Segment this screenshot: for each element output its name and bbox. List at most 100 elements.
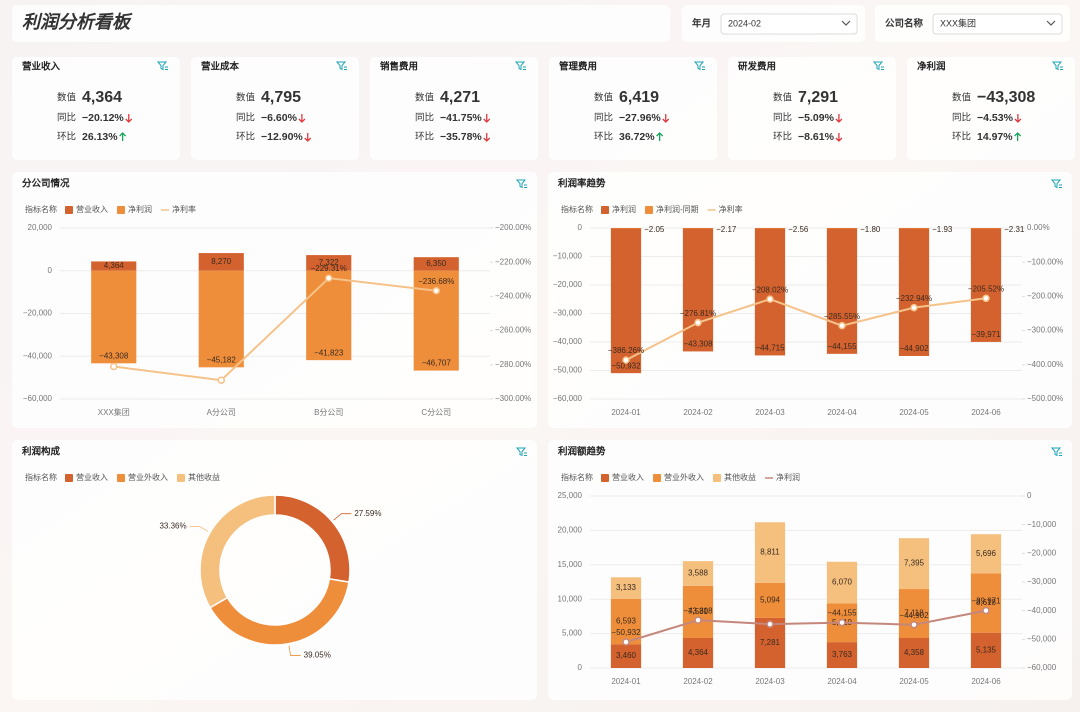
y-tick-label: −60,000 xyxy=(23,394,53,403)
line-label: −44,155 xyxy=(827,609,857,618)
y-tick-label: 20,000 xyxy=(558,526,583,535)
line-point xyxy=(910,620,918,629)
bar xyxy=(306,255,352,271)
panel xyxy=(12,440,537,700)
filter-select[interactable] xyxy=(720,13,858,35)
kpi-row-label: 数值 xyxy=(236,92,256,104)
legend-swatch xyxy=(713,474,721,482)
y2-tick-label: −300.00% xyxy=(1027,326,1063,335)
kpi-change: −8.61% xyxy=(798,131,835,143)
filter-icon xyxy=(335,61,347,71)
kpi-row-label: 数值 xyxy=(415,92,435,104)
bar xyxy=(198,253,244,271)
legend-label: 营业收入 xyxy=(76,472,108,482)
panel xyxy=(907,57,1075,160)
bar xyxy=(610,598,642,645)
y-tick-label: 10,000 xyxy=(558,594,583,603)
data-label: −43,308 xyxy=(683,340,713,349)
legend-swatch xyxy=(177,474,185,482)
y-tick-label: −30,000 xyxy=(553,309,583,318)
data-label: 3,588 xyxy=(688,569,709,578)
data-label: −43,308 xyxy=(99,351,129,360)
data-label: −46,707 xyxy=(422,359,452,368)
filter-icon xyxy=(156,61,168,71)
line-label: −276.81% xyxy=(680,309,716,318)
bar xyxy=(682,585,714,638)
kpi-change: −5.09% xyxy=(798,112,835,124)
filter-select[interactable] xyxy=(932,13,1063,35)
data-label: 8,270 xyxy=(211,257,232,266)
line-point xyxy=(910,303,918,312)
data-label: −45,182 xyxy=(207,355,237,364)
panel xyxy=(12,57,180,160)
legend-swatch xyxy=(117,206,125,214)
line-label: −50,932 xyxy=(611,628,641,637)
y2-tick-label: −300.00% xyxy=(495,394,531,403)
data-label: −50,932 xyxy=(611,361,641,370)
line-point xyxy=(766,620,774,628)
data-label: 6,593 xyxy=(616,617,637,626)
legend-label: 营业外收入 xyxy=(664,472,704,482)
kpi-row-label: 数值 xyxy=(952,92,972,104)
panel xyxy=(549,57,717,160)
data-label: 4,364 xyxy=(104,261,125,270)
kpi-row-label: 数值 xyxy=(57,92,77,104)
y2-tick-label: −10,000 xyxy=(1027,520,1057,529)
kpi-row-label: 同比 xyxy=(415,112,434,124)
x-tick-label: 2024-03 xyxy=(755,677,785,686)
bar xyxy=(610,228,642,374)
y-tick-label: 0 xyxy=(578,663,583,672)
data-label: −1.80 xyxy=(860,225,881,234)
kpi-row-label: 同比 xyxy=(952,112,971,124)
kpi-value: 7,291 xyxy=(798,89,838,106)
chevron xyxy=(1046,20,1056,26)
line-point xyxy=(838,618,846,627)
line-point xyxy=(110,362,118,371)
legend-label: 净利率 xyxy=(172,204,196,214)
x-tick-label: 2024-05 xyxy=(899,408,929,417)
arrow-up xyxy=(1014,132,1022,141)
data-label: −1.93 xyxy=(932,225,953,234)
line-label: −44,902 xyxy=(899,611,929,620)
line-label: −285.55% xyxy=(824,312,860,321)
bar xyxy=(826,642,858,668)
slice-label: 27.59% xyxy=(354,509,381,518)
legend-title: 指标名称 xyxy=(25,204,57,214)
filter-value: 2024-02 xyxy=(728,18,761,28)
kpi-change: −41.75% xyxy=(440,112,482,124)
data-label: −44,902 xyxy=(899,344,929,353)
y-tick-label: 0 xyxy=(578,223,583,232)
bar xyxy=(826,228,858,229)
kpi-row-label: 同比 xyxy=(594,112,613,124)
kpi-row-label: 数值 xyxy=(773,92,793,104)
y2-tick-label: 0 xyxy=(1027,491,1032,500)
line-point xyxy=(622,356,630,364)
bar xyxy=(91,270,137,364)
bar xyxy=(898,638,930,668)
legend-label: 营业收入 xyxy=(76,204,108,214)
kpi-row-label: 同比 xyxy=(57,112,76,124)
kpi-title: 管理费用 xyxy=(559,61,597,73)
kpi-title: 研发费用 xyxy=(738,61,776,73)
legend-label: 净利润 xyxy=(612,204,636,214)
chart-title: 利润率趋势 xyxy=(557,178,606,190)
bar xyxy=(898,228,930,356)
x-tick-label: 2024-02 xyxy=(683,677,713,686)
line-point xyxy=(432,286,440,295)
y2-tick-label: −20,000 xyxy=(1027,548,1057,557)
line-label: −229.31% xyxy=(311,264,347,273)
data-label: 4,364 xyxy=(688,648,709,657)
bar xyxy=(970,632,1002,668)
bar xyxy=(898,228,930,229)
legend-swatch xyxy=(65,474,73,482)
legend-swatch xyxy=(645,206,653,214)
kpi-row-label: 同比 xyxy=(773,112,792,124)
y-tick-label: −20,000 xyxy=(553,280,583,289)
arrow-down xyxy=(835,114,843,123)
data-label: 8,811 xyxy=(760,548,780,557)
line-point xyxy=(694,616,702,624)
legend-label: 净利润-同期 xyxy=(656,204,699,214)
bar xyxy=(610,644,642,668)
kpi-change: −27.96% xyxy=(619,112,661,124)
slice-label: 39.05% xyxy=(304,651,331,660)
